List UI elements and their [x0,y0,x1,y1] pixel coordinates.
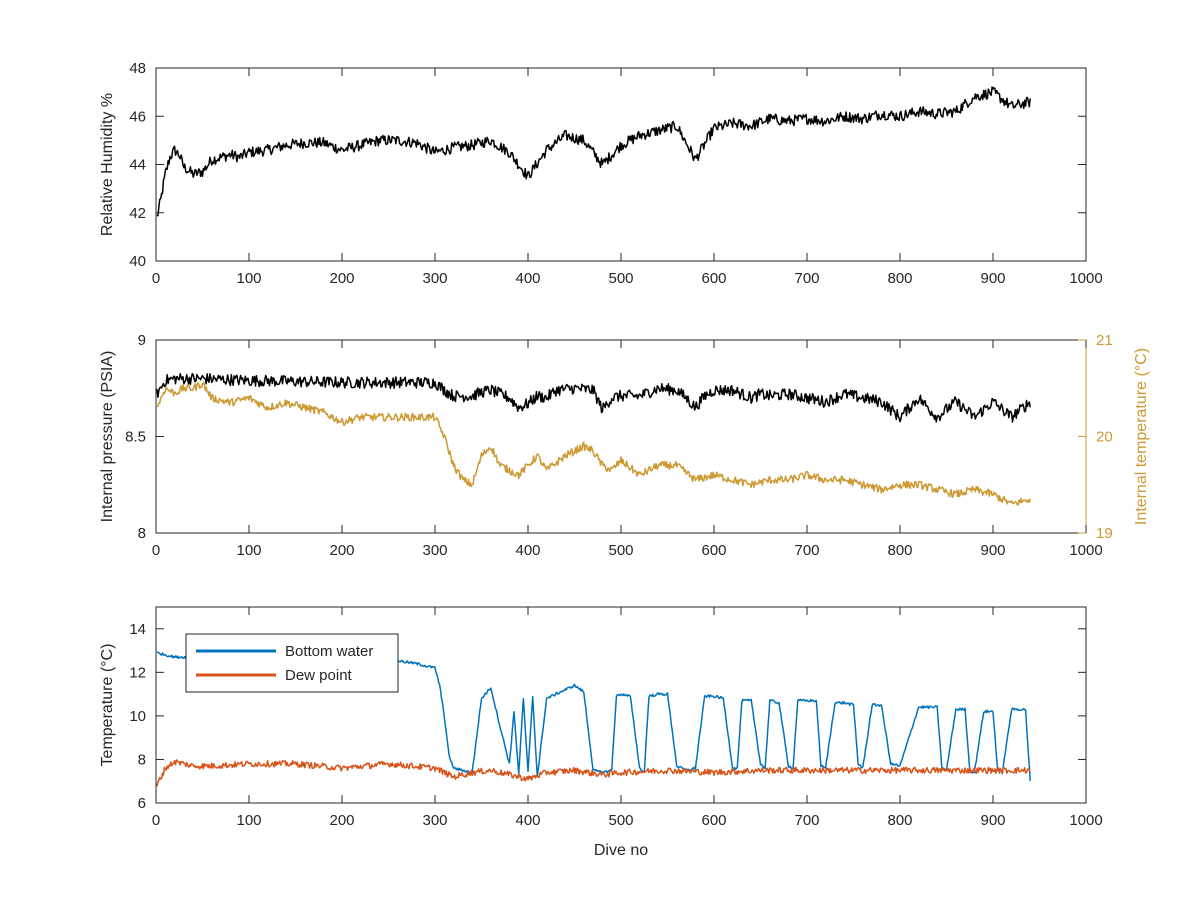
y-tick-label: 10 [129,708,146,725]
x-tick-label: 700 [794,812,819,829]
series-group [156,86,1031,217]
x-tick-label: 500 [608,812,633,829]
series-line-1 [156,86,1031,217]
x-tick-label: 400 [515,812,540,829]
x-tick-label: 100 [236,270,261,287]
x-tick-label: 0 [152,270,160,287]
x-tick-label: 300 [422,812,447,829]
x-tick-label: 600 [701,542,726,559]
y-tick-label-right: 19 [1096,525,1113,542]
y-tick-label: 40 [129,253,146,270]
y-tick-label: 46 [129,108,146,125]
x-tick-label: 0 [152,812,160,829]
legend-box [185,633,399,693]
chart-3: 0 100 200 300 400 500 600 700 800 900 1000 6 8 10 12 14… [99,606,1103,859]
x-tick-label: 600 [701,270,726,287]
series-line-2 [156,381,1031,506]
x-tick-label: 400 [515,270,540,287]
y-tick-label: 42 [129,205,146,222]
y-axis-label: Relative Humidity % [99,93,116,236]
x-tick-label: 600 [701,812,726,829]
x-tick-label: 900 [980,812,1005,829]
y-tick-label: 6 [138,795,146,812]
legend: Bottom water Dew point [185,633,399,693]
series-line-1 [156,373,1031,423]
y-tick-label: 44 [129,157,146,174]
y-tick-label: 8 [138,525,146,542]
x-tick-label: 700 [794,542,819,559]
y-tick-label: 48 [129,60,146,77]
x-tick-label: 500 [608,542,633,559]
x-tick-label: 100 [236,812,261,829]
x-tick-label: 1000 [1069,542,1102,559]
x-tick-label: 700 [794,270,819,287]
chart-2: 0 100 200 300 400 500 600 700 800 900 1000 8 8.5 9 19 2… [99,332,1150,559]
x-tick-label: 500 [608,270,633,287]
x-tick-label: 200 [329,542,354,559]
x-tick-label: 900 [980,270,1005,287]
y-tick-label: 14 [129,621,146,638]
x-tick-label: 0 [152,542,160,559]
y-axis-label: Temperature (°C) [99,644,116,767]
x-tick-label: 400 [515,542,540,559]
axes-box [155,339,1087,534]
x-tick-label: 800 [887,270,912,287]
chart-1: 0 100 200 300 400 500 600 700 800 900 1000 40 42 44 46… [99,60,1103,287]
x-tick-label: 200 [329,270,354,287]
legend-label: Bottom water [285,643,373,660]
x-tick-label: 1000 [1069,270,1102,287]
y-tick-label: 9 [138,332,146,349]
x-tick-label: 200 [329,812,354,829]
x-tick-label: 100 [236,542,261,559]
y-tick-label-right: 21 [1096,332,1113,349]
y-tick-label-right: 20 [1096,429,1113,446]
x-tick-label: 900 [980,542,1005,559]
axes-box [155,67,1087,262]
series-group [156,373,1031,506]
x-tick-label: 1000 [1069,812,1102,829]
y-axis-label: Internal pressure (PSIA) [99,351,116,523]
legend-label: Dew point [285,667,353,684]
x-tick-label: 800 [887,812,912,829]
y-tick-label: 8.5 [125,429,146,446]
x-tick-label: 800 [887,542,912,559]
x-axis-label: Dive no [594,842,648,859]
x-tick-label: 300 [422,542,447,559]
y-tick-label: 12 [129,664,146,681]
y-tick-label: 8 [138,751,146,768]
x-tick-label: 300 [422,270,447,287]
y-axis-label-right: Internal temperature (°C) [1133,348,1150,525]
series-dew-point [156,759,1031,787]
